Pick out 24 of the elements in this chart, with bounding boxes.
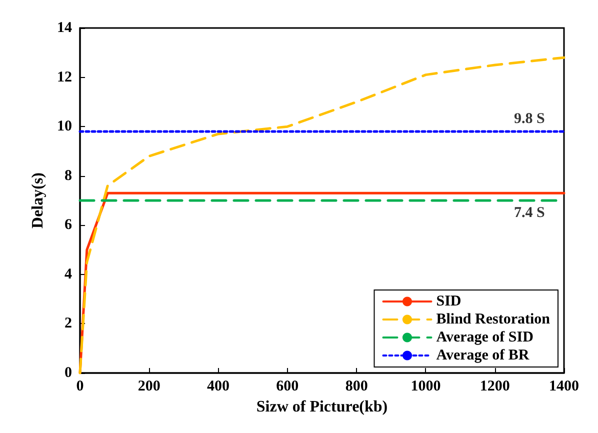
y-tick-label: 0 <box>64 365 72 381</box>
y-tick-label: 2 <box>64 316 72 332</box>
legend-label: Average of BR <box>436 348 530 364</box>
x-axis-title: Sizw of Picture(kb) <box>256 398 388 416</box>
x-tick-label: 600 <box>276 378 299 394</box>
legend-label: Blind Restoration <box>436 312 551 328</box>
annotation: 9.8 S <box>514 111 545 127</box>
x-tick-label: 800 <box>345 378 368 394</box>
y-tick-label: 14 <box>57 20 72 36</box>
x-tick-label: 1000 <box>410 378 441 394</box>
x-tick-label: 400 <box>207 378 230 394</box>
x-tick-label: 1400 <box>549 378 579 394</box>
y-tick-label: 4 <box>64 266 72 282</box>
y-tick-label: 12 <box>57 69 72 86</box>
x-tick-label: 0 <box>76 378 84 394</box>
annotation: 7.4 S <box>514 205 545 221</box>
x-tick-label: 200 <box>138 378 160 394</box>
y-tick-label: 10 <box>57 118 72 135</box>
y-tick-label: 8 <box>64 168 72 184</box>
x-tick-label: 1200 <box>480 378 510 394</box>
legend-label: SID <box>436 294 462 310</box>
legend-label: Average of SID <box>436 330 534 346</box>
y-tick-label: 6 <box>64 217 72 234</box>
y-axis-title: Delay(s) <box>30 172 46 228</box>
